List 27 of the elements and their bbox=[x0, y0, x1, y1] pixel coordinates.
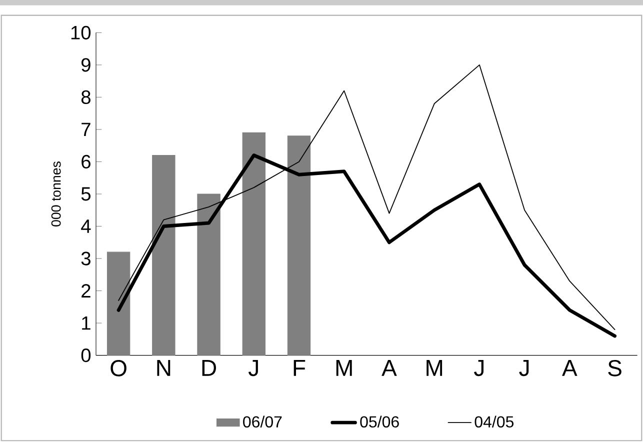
y-tick-label: 10 bbox=[71, 26, 91, 40]
y-tick-label: 2 bbox=[82, 284, 90, 298]
legend-label: 05/06 bbox=[360, 416, 399, 428]
x-tick-label: A bbox=[382, 360, 397, 376]
legend-label: 06/07 bbox=[243, 416, 282, 428]
y-tick-label: 4 bbox=[81, 220, 91, 233]
y-tick-label: 3 bbox=[81, 252, 90, 266]
x-tick-label: J bbox=[474, 360, 484, 376]
x-tick-label: M bbox=[336, 360, 352, 376]
x-tick-label: D bbox=[202, 360, 216, 376]
x-tick-label: F bbox=[294, 360, 306, 376]
y-tick-label: 6 bbox=[82, 154, 90, 169]
x-tick-label: J bbox=[248, 360, 258, 376]
x-tick-label: A bbox=[562, 360, 578, 376]
x-tick-label: O bbox=[110, 360, 126, 376]
x-tick-label: J bbox=[519, 360, 529, 376]
y-axis-title: 000 tonnes bbox=[51, 162, 61, 226]
y-tick-label: 1 bbox=[82, 316, 90, 330]
y-tick-label: 0 bbox=[81, 348, 91, 362]
x-tick-label: N bbox=[157, 360, 170, 376]
y-tick-label: 5 bbox=[81, 187, 90, 201]
y-tick-label: 8 bbox=[81, 90, 90, 104]
y-tick-label: 9 bbox=[82, 58, 90, 72]
x-tick-label: M bbox=[426, 360, 442, 376]
x-tick-label: S bbox=[608, 360, 622, 376]
y-tick-label: 7 bbox=[82, 122, 90, 136]
legend-label: 04/05 bbox=[474, 416, 514, 428]
